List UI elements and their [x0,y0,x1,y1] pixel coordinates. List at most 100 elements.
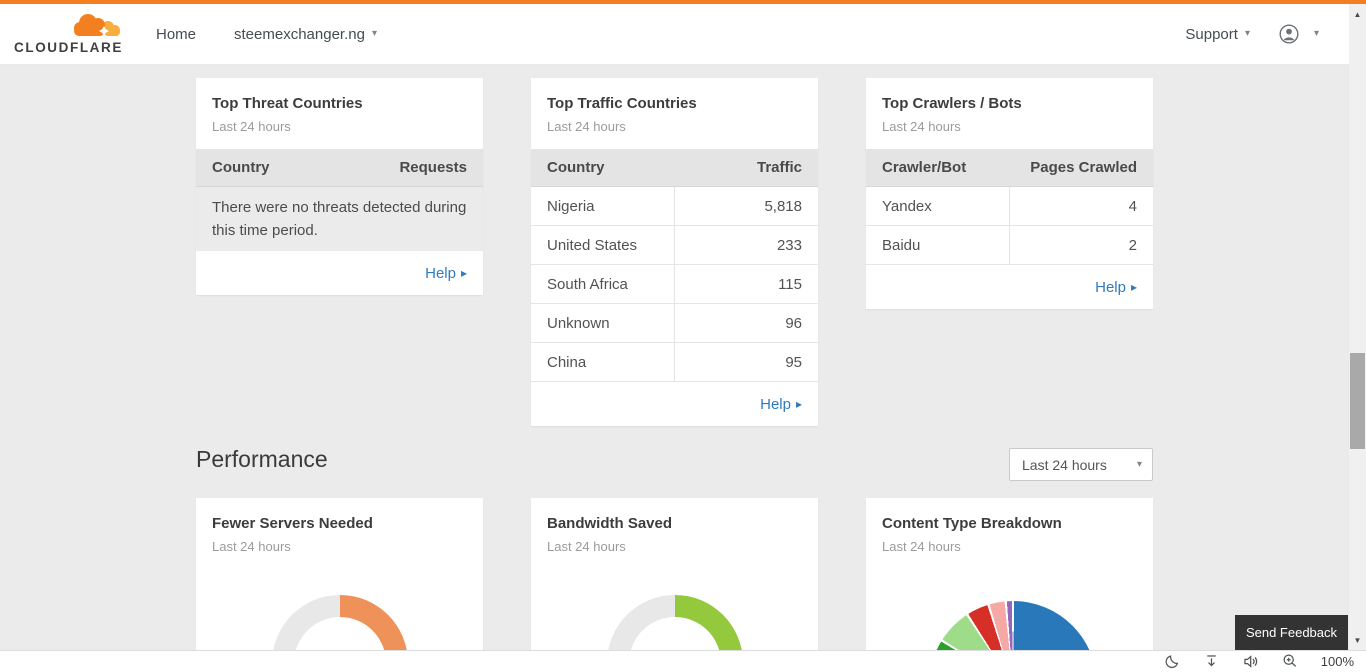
cell-label: United States [531,226,675,264]
zoom-level-indicator[interactable]: 100% [1320,654,1354,669]
support-label: Support [1185,25,1238,43]
table-body: Yandex 4 Baidu 2 [866,187,1153,265]
card-header: Top Threat Countries Last 24 hours [196,78,483,149]
cell-label: Unknown [531,304,675,342]
card-subtitle: Last 24 hours [212,119,291,134]
help-label: Help [760,395,791,413]
send-feedback-button[interactable]: Send Feedback [1235,615,1348,650]
downloads-icon[interactable] [1203,653,1220,670]
cloudflare-cloud-icon [74,14,120,36]
top-navbar: CLOUDFLARE Home steemexchanger.ng ▾ Supp… [0,4,1349,65]
card-fewer-servers-needed: Fewer Servers Needed Last 24 hours [196,498,483,650]
help-link[interactable]: Help ▸ [760,396,802,413]
card-header: Fewer Servers Needed Last 24 hours [196,498,483,569]
arrow-right-icon: ▸ [1130,280,1137,294]
column-header: Country [547,159,605,176]
time-range-value: Last 24 hours [1022,456,1107,473]
table-row: United States 233 [531,226,818,265]
cell-value: 115 [778,275,802,293]
cell-label: Baidu [866,226,1010,264]
zone-selector-label: steemexchanger.ng [234,25,365,43]
table-row: Yandex 4 [866,187,1153,226]
chevron-down-icon: ▾ [1136,458,1142,470]
card-header: Bandwidth Saved Last 24 hours [531,498,818,569]
card-subtitle: Last 24 hours [882,119,961,134]
logo-wordmark: CLOUDFLARE [14,40,123,55]
card-footer: Help ▸ [531,382,818,426]
card-footer: Help ▸ [866,265,1153,309]
card-top-crawlers-bots: Top Crawlers / Bots Last 24 hours Crawle… [866,78,1153,309]
pie-chart [928,601,1097,650]
zone-selector[interactable]: steemexchanger.ng ▾ [234,26,377,43]
scroll-down-arrow-icon[interactable]: ▼ [1353,635,1362,645]
zoom-in-icon[interactable] [1282,653,1299,670]
scrollbar-thumb[interactable] [1350,353,1365,449]
arrow-right-icon: ▸ [460,266,467,280]
chart-area [196,569,483,650]
brand-accent-bar [0,0,1366,4]
card-footer: Help ▸ [196,251,483,295]
card-bandwidth-saved: Bandwidth Saved Last 24 hours [531,498,818,650]
arrow-right-icon: ▸ [795,397,802,411]
card-title: Top Traffic Countries [547,95,697,112]
card-header: Content Type Breakdown Last 24 hours [866,498,1153,569]
header-right-group: Support ▾ ▾ [1185,23,1319,45]
table-row: Baidu 2 [866,226,1153,265]
help-link[interactable]: Help ▸ [1095,279,1137,296]
table-header-row: Crawler/Bot Pages Crawled [866,149,1153,187]
nav-home-label: Home [156,25,197,43]
card-title: Top Crawlers / Bots [882,95,1022,112]
empty-state-message: There were no threats detected during th… [196,187,483,251]
table-header-row: Country Traffic [531,149,818,187]
donut-chart [271,595,408,650]
column-header: Requests [399,159,467,176]
table-row: Nigeria 5,818 [531,187,818,226]
cell-label: South Africa [531,265,675,303]
nav-item-home[interactable]: Home [156,26,196,43]
night-mode-icon[interactable] [1164,653,1181,670]
cell-value: 4 [1128,197,1137,215]
chevron-down-icon: ▾ [1244,28,1250,39]
cell-label: Yandex [866,187,1010,225]
scroll-up-arrow-icon[interactable]: ▲ [1353,9,1362,19]
table-header-row: Country Requests [196,149,483,187]
card-title: Fewer Servers Needed [212,515,373,532]
card-subtitle: Last 24 hours [882,539,961,554]
vertical-scrollbar[interactable]: ▲ ▼ [1349,4,1366,650]
donut-chart [606,595,743,650]
column-header: Traffic [756,159,802,176]
account-menu-caret[interactable]: ▾ [1313,28,1319,39]
cell-value: 233 [776,236,802,254]
volume-icon[interactable] [1242,653,1260,670]
table-row: South Africa 115 [531,265,818,304]
cloudflare-logo[interactable]: CLOUDFLARE [14,12,121,58]
table-body: Nigeria 5,818 United States 233 South Africa… [531,187,818,382]
card-subtitle: Last 24 hours [547,119,626,134]
card-content-type-breakdown: Content Type Breakdown Last 24 hours htm… [866,498,1153,650]
card-top-traffic-countries: Top Traffic Countries Last 24 hours Coun… [531,78,818,426]
card-top-threat-countries: Top Threat Countries Last 24 hours Count… [196,78,483,295]
card-header: Top Crawlers / Bots Last 24 hours [866,78,1153,149]
card-title: Content Type Breakdown [882,515,1062,532]
browser-status-bar: 100% [0,650,1366,672]
support-menu[interactable]: Support ▾ [1185,26,1250,43]
cell-label: Nigeria [531,187,675,225]
cell-value: 96 [785,314,802,332]
time-range-dropdown[interactable]: Last 24 hours ▾ [1009,448,1153,481]
chart-area: html [866,569,1153,650]
chart-area [531,569,818,650]
help-link[interactable]: Help ▸ [425,265,467,282]
cell-label: China [531,343,675,381]
card-title: Top Threat Countries [212,95,363,112]
dashboard-content: Top Threat Countries Last 24 hours Count… [0,65,1349,650]
table-row: China 95 [531,343,818,382]
cell-value: 5,818 [764,197,802,215]
primary-nav: Home steemexchanger.ng ▾ [156,26,377,43]
column-header: Country [212,159,270,176]
card-header: Top Traffic Countries Last 24 hours [531,78,818,149]
cell-value: 2 [1128,236,1137,254]
column-header: Pages Crawled [1030,159,1137,176]
account-avatar[interactable] [1278,23,1300,45]
card-subtitle: Last 24 hours [212,539,291,554]
